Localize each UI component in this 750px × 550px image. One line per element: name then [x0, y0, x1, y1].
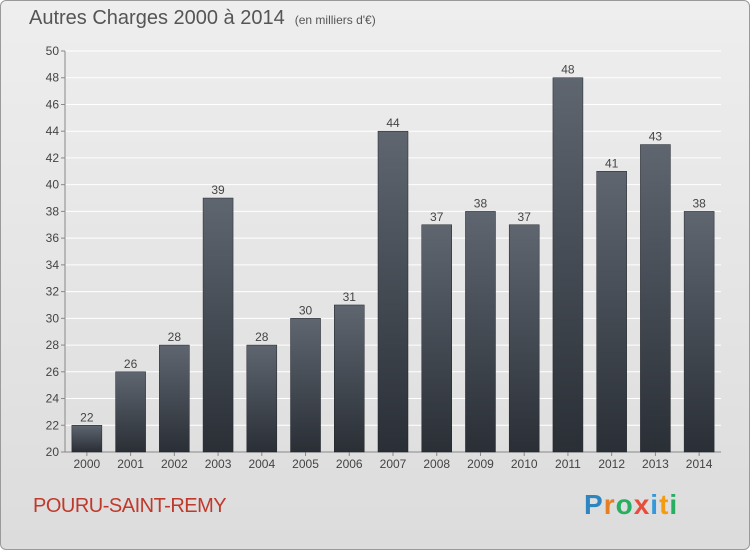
x-tick-label: 2013: [642, 457, 669, 471]
bar-value-label: 28: [255, 330, 269, 344]
x-tick-label: 2000: [74, 457, 101, 471]
bar-value-label: 22: [80, 410, 94, 424]
bar-2003: [202, 197, 234, 453]
logo-letter: o: [615, 489, 634, 520]
x-tick-label: 2007: [380, 457, 407, 471]
bar-2013: [640, 144, 671, 453]
bar-2005: [290, 318, 321, 453]
bar-2009: [465, 211, 496, 453]
y-tick-label: 24: [46, 392, 60, 406]
y-tick-label: 36: [46, 231, 60, 245]
proxiti-logo: Proxiti: [584, 489, 678, 521]
x-tick-label: 2011: [555, 457, 581, 471]
bar-value-label: 38: [692, 196, 706, 210]
bar-2010: [508, 224, 540, 453]
x-tick-label: 2003: [205, 457, 232, 471]
bar-2014: [683, 211, 715, 453]
logo-letter: t: [659, 489, 670, 520]
logo-letter: i: [669, 489, 679, 520]
x-tick-label: 2004: [248, 457, 275, 471]
y-tick-label: 44: [46, 124, 60, 138]
bar-value-label: 48: [561, 63, 575, 77]
bar-2011: [552, 77, 584, 453]
x-tick-label: 2009: [467, 457, 494, 471]
bar-layer: [71, 77, 715, 453]
x-tick-label: 2005: [292, 457, 319, 471]
bar-2006: [334, 304, 365, 453]
bar-2000: [71, 425, 103, 453]
bar-value-label: 31: [343, 290, 357, 304]
bar-value-label: 26: [124, 357, 138, 371]
x-tick-label: 2002: [161, 457, 188, 471]
label-layer: 20 22 24 26 28 30 32 34 36 38 40 42 44 46 48 50 22 2000 26…: [46, 44, 713, 471]
logo-letter: x: [633, 489, 651, 520]
y-tick-label: 50: [46, 44, 60, 58]
x-tick-label: 2012: [598, 457, 625, 471]
chart-title-text: Autres Charges 2000 à 2014: [29, 7, 285, 29]
y-tick-label: 22: [46, 418, 60, 432]
logo-letter: P: [584, 489, 604, 520]
x-tick-label: 2010: [511, 457, 538, 471]
logo-letter: r: [603, 489, 616, 520]
y-tick-label: 38: [46, 204, 60, 218]
bar-2008: [421, 224, 452, 453]
chart-unit: (en milliers d'€): [294, 13, 376, 27]
logo-letter: i: [650, 489, 660, 520]
x-tick-label: 2014: [686, 457, 713, 471]
y-tick-label: 26: [46, 365, 60, 379]
y-tick-label: 30: [46, 311, 60, 325]
bar-value-label: 30: [299, 303, 313, 317]
bar-value-label: 41: [605, 156, 619, 170]
bar-value-label: 39: [211, 183, 225, 197]
y-tick-label: 34: [46, 258, 60, 272]
bar-value-label: 37: [430, 210, 444, 224]
y-tick-label: 42: [46, 151, 60, 165]
y-tick-label: 20: [46, 445, 60, 459]
commune-name: POURU-SAINT-REMY: [33, 495, 227, 517]
bar-value-label: 44: [386, 116, 400, 130]
y-tick-label: 48: [46, 71, 60, 85]
bar-2002: [159, 344, 190, 453]
bar-2004: [246, 344, 278, 453]
chart-title: Autres Charges 2000 à 2014 (en milliers d…: [29, 7, 376, 30]
y-tick-label: 32: [46, 285, 60, 299]
bar-value-label: 28: [168, 330, 182, 344]
x-tick-label: 2006: [336, 457, 363, 471]
y-tick-label: 46: [46, 97, 60, 111]
x-tick-label: 2001: [117, 457, 144, 471]
bar-2001: [115, 371, 146, 453]
x-tick-label: 2008: [423, 457, 450, 471]
bar-2012: [596, 171, 627, 453]
bar-value-label: 37: [518, 210, 532, 224]
bar-value-label: 38: [474, 196, 488, 210]
bar-value-label: 43: [649, 130, 663, 144]
y-tick-label: 28: [46, 338, 60, 352]
y-tick-label: 40: [46, 178, 60, 192]
bar-2007: [377, 130, 409, 453]
